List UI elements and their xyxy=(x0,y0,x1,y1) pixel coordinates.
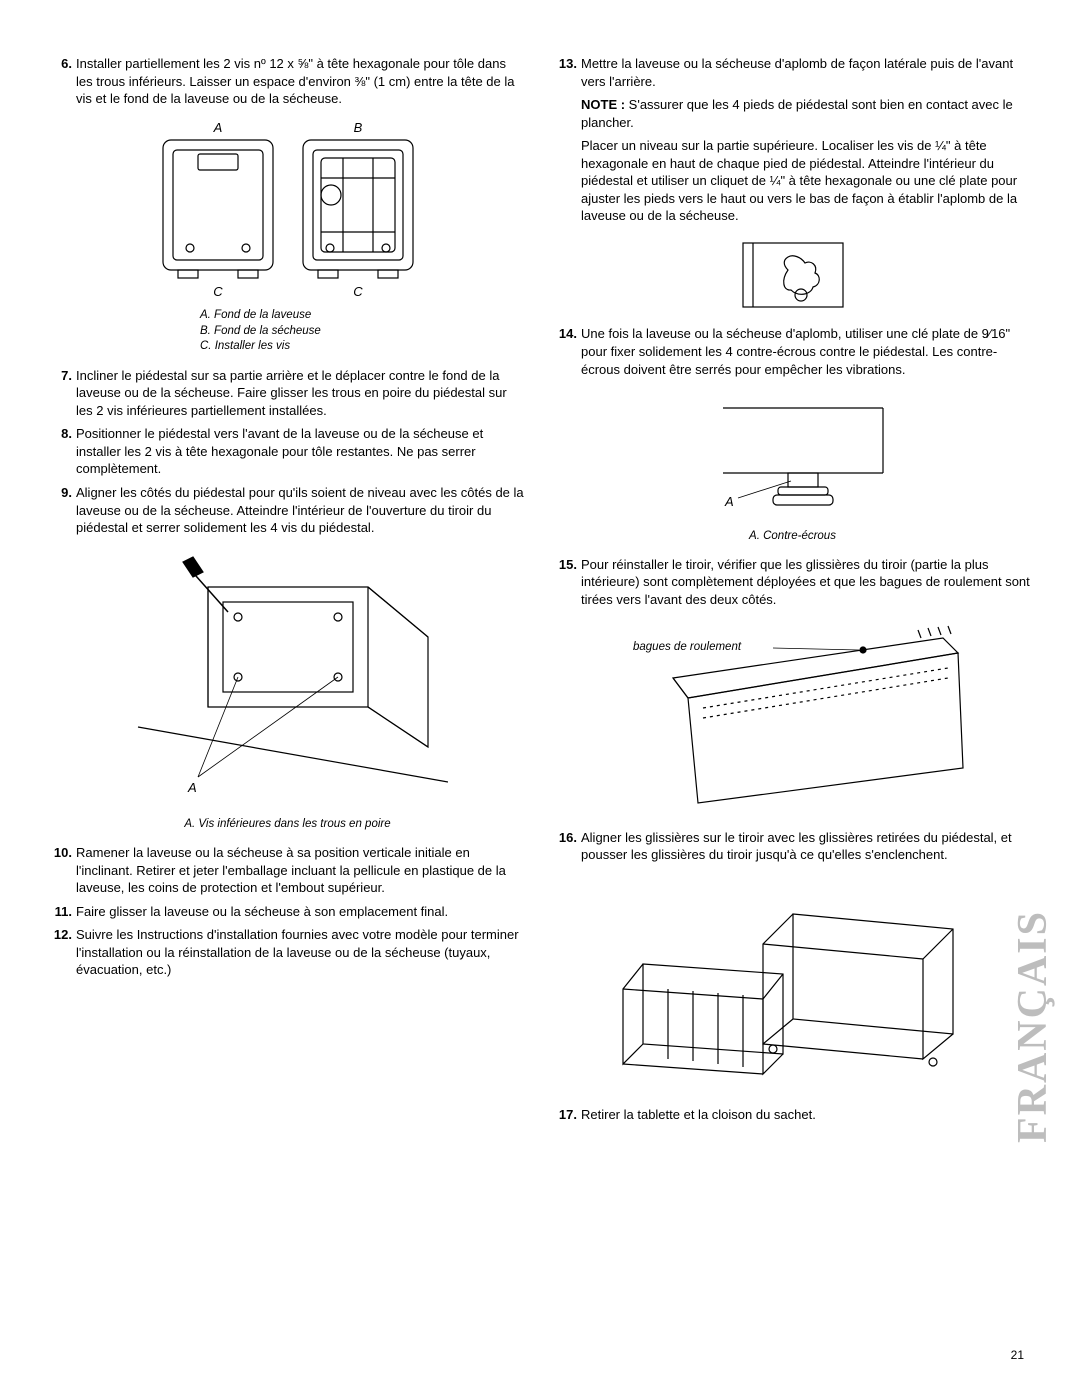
step-text: Suivre les Instructions d'installation f… xyxy=(76,926,525,979)
step-15: 15. Pour réinstaller le tiroir, vérifier… xyxy=(555,556,1030,609)
step-text: Retirer la tablette et la cloison du sac… xyxy=(581,1106,1030,1124)
fig1-cap-line: A. Fond de la laveuse xyxy=(200,308,525,324)
step-number: 11. xyxy=(50,903,76,921)
step13-para2: Placer un niveau sur la partie supérieur… xyxy=(581,137,1030,225)
step-number: 15. xyxy=(555,556,581,609)
fig1-cap-line: C. Installer les vis xyxy=(200,339,525,355)
language-side-label: FRANÇAIS xyxy=(1005,910,1062,1143)
step-17: 17. Retirer la tablette et la cloison du… xyxy=(555,1106,1030,1124)
step13-line1: Mettre la laveuse ou la sécheuse d'aplom… xyxy=(581,56,1013,89)
step13-note: NOTE : S'assurer que les 4 pieds de piéd… xyxy=(581,96,1030,131)
fig1-label-b: B xyxy=(353,120,362,135)
step-number: 14. xyxy=(555,325,581,378)
step-text: Positionner le piédestal vers l'avant de… xyxy=(76,425,525,478)
figure-hand-adjust xyxy=(555,235,1030,320)
fig3-caption: A. Contre-écrous xyxy=(555,529,1030,544)
fig2-label-a: A xyxy=(187,780,197,795)
fig4-roller-label: bagues de roulement xyxy=(633,641,742,653)
note-label: NOTE : xyxy=(581,97,625,112)
step-text: Pour réinstaller le tiroir, vérifier que… xyxy=(581,556,1030,609)
step-number: 8. xyxy=(50,425,76,478)
step-text: Faire glisser la laveuse ou la sécheuse … xyxy=(76,903,525,921)
fig1-label-c2: C xyxy=(353,284,363,298)
step-13: 13. Mettre la laveuse ou la sécheuse d'a… xyxy=(555,55,1030,225)
fig1-cap-line: B. Fond de la sécheuse xyxy=(200,324,525,340)
step-8: 8. Positionner le piédestal vers l'avant… xyxy=(50,425,525,478)
figure-locknut: A xyxy=(555,388,1030,523)
step-12: 12. Suivre les Instructions d'installati… xyxy=(50,926,525,979)
step-7: 7. Incliner le piédestal sur sa partie a… xyxy=(50,367,525,420)
page-number: 21 xyxy=(1011,1347,1024,1363)
step-number: 16. xyxy=(555,829,581,864)
step-number: 17. xyxy=(555,1106,581,1124)
step-text: Une fois la laveuse ou la sécheuse d'apl… xyxy=(581,325,1030,378)
step-text: Aligner les côtés du piédestal pour qu'i… xyxy=(76,484,525,537)
step-number: 9. xyxy=(50,484,76,537)
left-column: 6. Installer partiellement les 2 vis nº … xyxy=(50,55,525,1130)
step-number: 7. xyxy=(50,367,76,420)
fig1-caption: A. Fond de la laveuse B. Fond de la séch… xyxy=(200,308,525,355)
step-10: 10. Ramener la laveuse ou la sécheuse à … xyxy=(50,844,525,897)
step-text: Aligner les glissières sur le tiroir ave… xyxy=(581,829,1030,864)
step-6: 6. Installer partiellement les 2 vis nº … xyxy=(50,55,525,108)
step-text: Incliner le piédestal sur sa partie arri… xyxy=(76,367,525,420)
figure-washer-dryer-bottom: A B C C xyxy=(50,118,525,303)
fig1-label-a: A xyxy=(212,120,222,135)
step-number: 13. xyxy=(555,55,581,225)
figure-drawer-into-pedestal xyxy=(555,874,1030,1089)
fig2-caption: A. Vis inférieures dans les trous en poi… xyxy=(50,817,525,832)
fig3-label-a: A xyxy=(724,494,734,509)
step-text: Mettre la laveuse ou la sécheuse d'aplom… xyxy=(581,55,1030,225)
step-number: 10. xyxy=(50,844,76,897)
step-16: 16. Aligner les glissières sur le tiroir… xyxy=(555,829,1030,864)
figure-drawer-slides: bagues de roulement xyxy=(555,618,1030,823)
figure-pedestal-screws: A xyxy=(50,547,525,812)
step-11: 11. Faire glisser la laveuse ou la séche… xyxy=(50,903,525,921)
step-text: Ramener la laveuse ou la sécheuse à sa p… xyxy=(76,844,525,897)
step-9: 9. Aligner les côtés du piédestal pour q… xyxy=(50,484,525,537)
note-text: S'assurer que les 4 pieds de piédestal s… xyxy=(581,97,1013,130)
step-text: Installer partiellement les 2 vis nº 12 … xyxy=(76,55,525,108)
step-number: 12. xyxy=(50,926,76,979)
right-column: 13. Mettre la laveuse ou la sécheuse d'a… xyxy=(555,55,1030,1130)
step-14: 14. Une fois la laveuse ou la sécheuse d… xyxy=(555,325,1030,378)
fig1-label-c1: C xyxy=(213,284,223,298)
step-number: 6. xyxy=(50,55,76,108)
